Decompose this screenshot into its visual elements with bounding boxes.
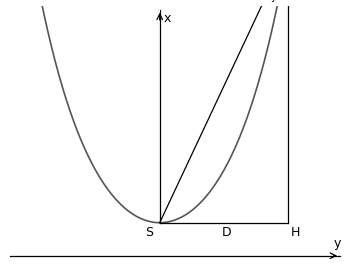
Text: H: H	[291, 226, 300, 239]
Text: dy: dy	[265, 0, 277, 2]
Text: S: S	[146, 226, 154, 239]
Text: D: D	[222, 226, 232, 239]
Text: y: y	[334, 238, 341, 251]
Text: x: x	[164, 12, 171, 25]
